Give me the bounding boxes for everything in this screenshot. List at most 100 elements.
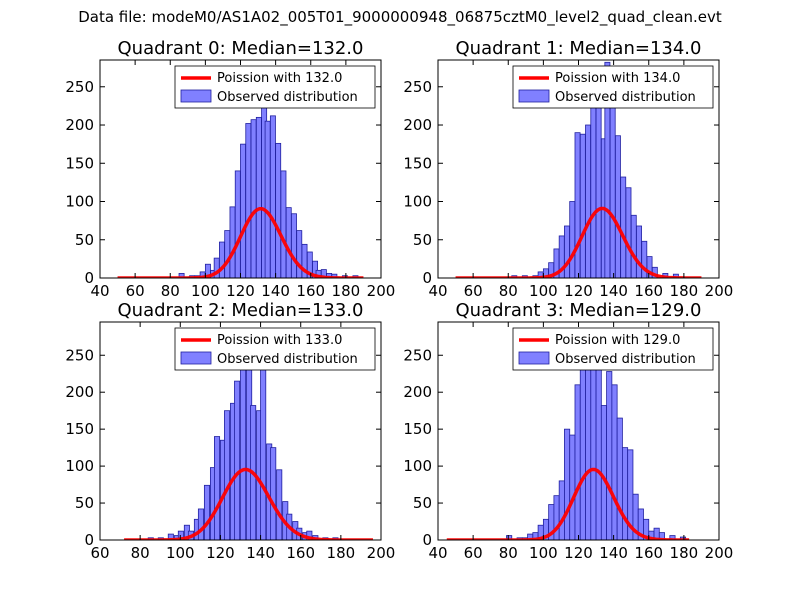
histogram-bar [585,367,592,540]
histogram-bars [178,68,359,278]
histogram-bar [553,495,560,540]
legend-bar-label: Observed distribution [217,352,358,367]
y-tick-label: 100 [65,457,94,475]
histogram-bar [569,201,576,278]
x-tick-label: 40 [428,544,447,562]
x-tick-label: 60 [464,544,483,562]
x-tick-label: 140 [599,282,628,300]
x-tick-label: 80 [499,282,518,300]
histogram-bar [595,345,602,540]
legend-bar-swatch [180,89,212,103]
figure-suptitle: Data file: modeM0/AS1A02_005T01_90000009… [78,8,722,26]
axes-frame [99,321,382,541]
histogram-bar [609,104,616,278]
legend-bar-label: Observed distribution [555,352,696,367]
histogram-bar [616,417,623,540]
histogram-bar [219,241,225,278]
y-tick-label: 0 [84,269,94,287]
histogram-bar [630,214,637,278]
histogram-bar [264,120,271,278]
legend: Poission with 134.0 Observed distribution [512,65,714,109]
legend: Poission with 132.0 Observed distribution [174,65,376,109]
x-tick-label: 160 [296,282,325,300]
x-tick-label: 180 [332,282,361,300]
y-tick-label: 200 [403,116,432,134]
x-tick-label: 200 [367,544,396,562]
panel-title: Quadrant 1: Median=134.0 [456,38,702,59]
x-tick-label: 120 [564,544,593,562]
x-tick-label: 160 [286,544,315,562]
histogram-bar [595,87,602,278]
x-tick-label: 60 [90,544,109,562]
histogram-bar [285,207,292,278]
x-tick-label: 100 [191,282,220,300]
histogram-bar [558,480,565,540]
y-tick-label: 100 [403,193,432,211]
x-tick-label: 100 [529,282,558,300]
y-tick-label: 150 [403,420,432,438]
legend-bar-label: Observed distribution [555,90,696,105]
histogram-bar [641,240,648,278]
y-tick-label: 150 [65,420,94,438]
histogram-bar [312,260,318,278]
legend-line-label: Poission with 134.0 [555,71,680,86]
x-tick-label: 180 [670,282,699,300]
y-tick-label: 0 [422,531,432,549]
x-tick-label: 40 [428,282,447,300]
legend-bar-swatch [518,89,550,103]
y-tick-label: 150 [403,154,432,172]
x-tick-label: 120 [206,544,235,562]
histogram-bar [590,345,597,540]
legend-bar-swatch [180,351,212,365]
x-tick-label: 180 [670,544,699,562]
x-tick-label: 140 [261,282,290,300]
legend: Poission with 133.0 Observed distribution [174,327,376,371]
histogram-bar [579,133,586,278]
legend: Poission with 129.0 Observed distribution [512,327,714,371]
y-tick-label: 0 [422,269,432,287]
histogram-bar [234,170,241,278]
panel-title: Quadrant 3: Median=129.0 [456,300,702,321]
histogram-bar [275,142,282,278]
histogram-bar [203,484,210,540]
histogram-bar [611,384,618,540]
x-tick-label: 200 [705,544,734,562]
histogram-bar [224,410,231,540]
histogram-bar [280,170,287,278]
histogram-bar [240,143,246,278]
legend-line-label: Poission with 133.0 [217,333,342,348]
y-tick-label: 200 [65,116,94,134]
x-tick-label: 120 [564,282,593,300]
poisson-curve [455,206,702,278]
x-tick-label: 80 [161,282,180,300]
quadrant-1-panel: Quadrant 1: Median=134.0 40 60 80 100 120 140 1… [403,38,733,300]
histogram-bar [245,123,252,278]
histogram-bar [574,384,581,540]
histogram-bar [229,206,236,278]
histogram-bar [197,508,204,540]
histogram-bar [569,434,576,540]
y-tick-label: 200 [403,383,432,401]
histogram-bar [564,225,570,278]
y-tick-label: 50 [413,231,432,249]
histogram-bar [250,119,257,278]
poisson-curve [117,206,364,278]
histogram-bar [625,187,632,278]
x-tick-label: 60 [464,282,483,300]
legend-bar-label: Observed distribution [217,90,358,105]
histogram-bar [579,368,586,540]
x-tick-label: 200 [367,282,396,300]
histogram-bar [224,230,231,278]
x-tick-label: 80 [131,544,150,562]
histogram-bar [614,135,621,278]
y-tick-label: 250 [403,346,432,364]
y-tick-label: 100 [65,193,94,211]
y-tick-label: 250 [65,78,94,96]
x-tick-label: 140 [246,544,275,562]
histogram-bar [622,447,629,540]
x-tick-label: 100 [529,544,558,562]
x-tick-label: 160 [634,282,663,300]
histogram-bar [600,405,607,540]
